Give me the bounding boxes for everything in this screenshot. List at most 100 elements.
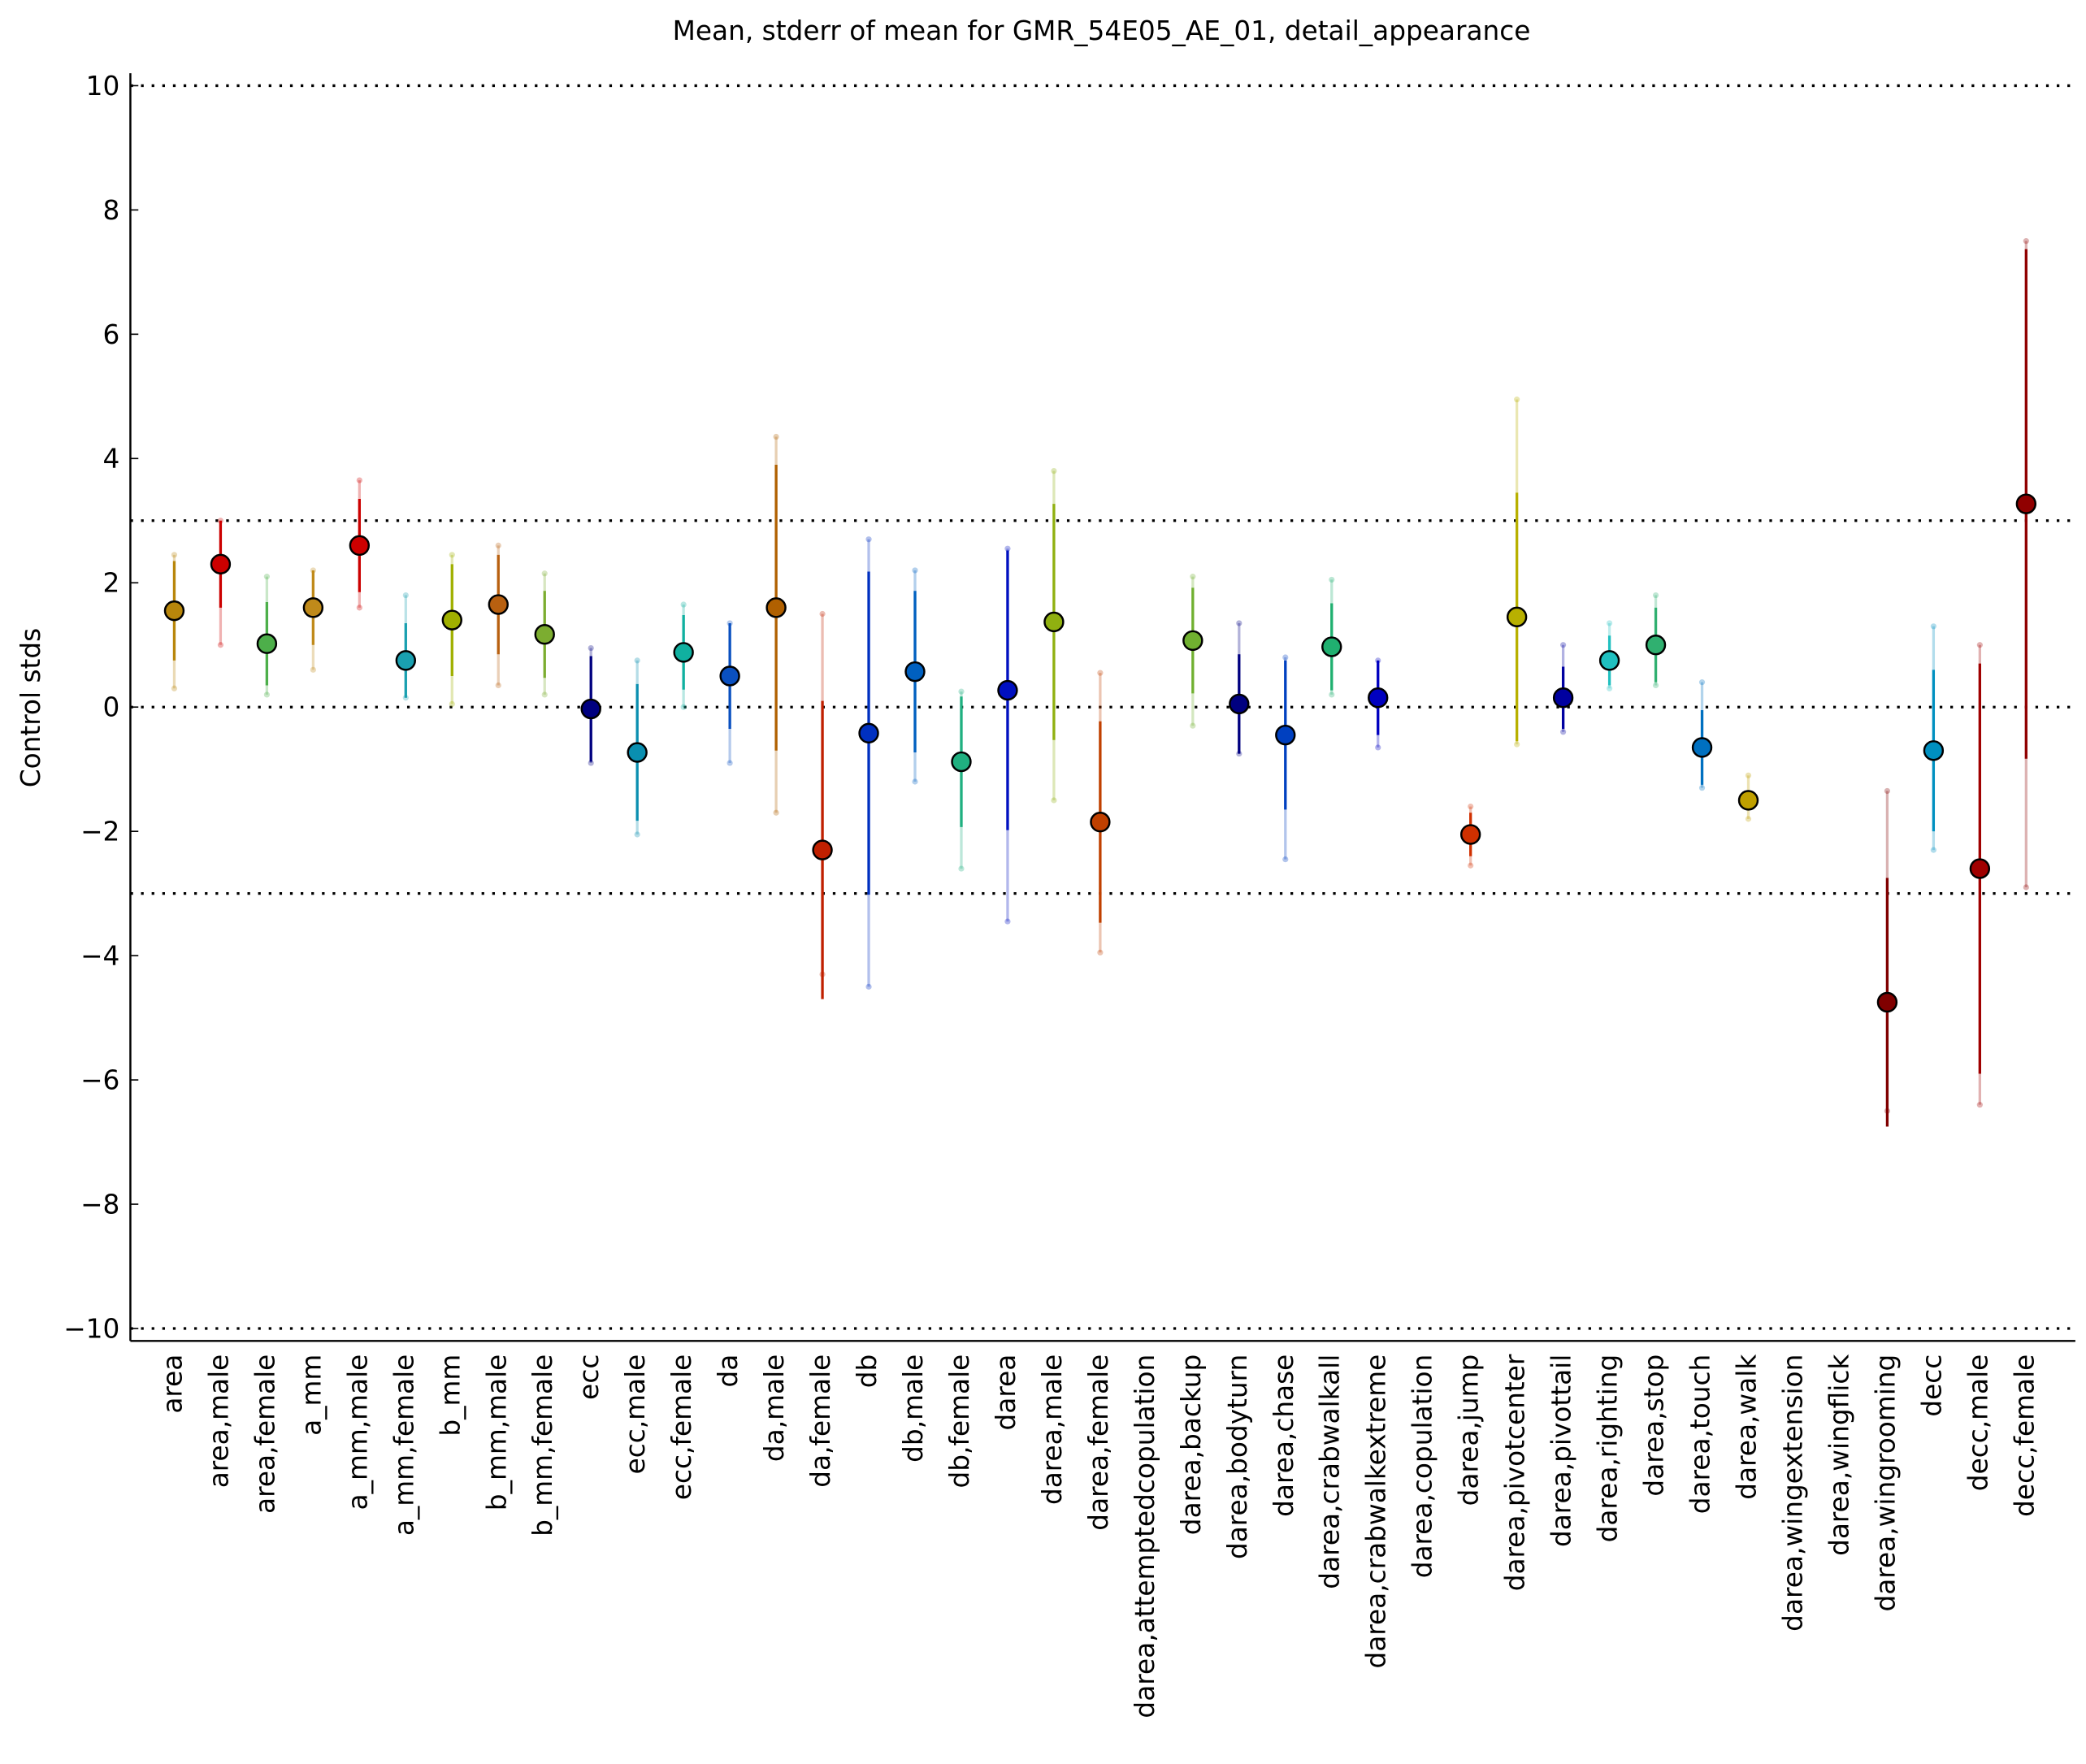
range-end: [1884, 787, 1891, 795]
mean-marker: [395, 650, 417, 671]
range-end: [495, 682, 501, 689]
mean-marker: [812, 839, 833, 860]
range-end: [1097, 949, 1104, 956]
range-end: [1606, 685, 1613, 691]
mean-marker: [1645, 635, 1667, 656]
mean-marker: [1923, 740, 1945, 761]
range-end: [1976, 642, 1983, 648]
range-end: [541, 570, 548, 577]
range-end: [1652, 682, 1659, 689]
mean-marker: [858, 722, 879, 744]
range-end: [865, 536, 872, 543]
range-end: [773, 433, 779, 440]
mean-marker: [534, 624, 555, 645]
mean-marker: [997, 679, 1018, 701]
mean-marker: [1090, 812, 1111, 833]
range-end: [1190, 574, 1196, 580]
range-end: [773, 809, 779, 816]
x-tick-label: darea,wingrooming: [1870, 1354, 1901, 1612]
mean-marker: [673, 642, 694, 663]
x-tick-label: darea,touch: [1685, 1354, 1716, 1515]
range-end: [958, 688, 965, 695]
range-end: [1698, 785, 1706, 791]
x-tick-label: db,female: [944, 1354, 975, 1489]
range-end: [1190, 722, 1196, 729]
x-tick-label: ecc: [574, 1354, 605, 1400]
mean-marker: [627, 742, 648, 763]
range-end: [1329, 691, 1335, 698]
range-end: [1930, 623, 1936, 630]
range-end: [1606, 620, 1613, 626]
range-end: [912, 567, 918, 574]
x-tick-label: ecc,female: [666, 1354, 697, 1500]
y-tick-label: 0: [103, 692, 120, 723]
range-end: [1329, 576, 1335, 583]
y-tick-label: −6: [80, 1065, 119, 1096]
mean-marker: [1552, 687, 1574, 709]
range-end: [356, 477, 362, 483]
range-end: [1745, 816, 1752, 822]
range-end: [1652, 592, 1659, 599]
mean-marker: [1876, 991, 1898, 1013]
x-tick-label: area: [157, 1354, 188, 1414]
x-tick-label: darea,copulation: [1407, 1354, 1438, 1579]
range-end: [1514, 741, 1520, 748]
mean-marker: [1459, 824, 1481, 845]
range-end: [1236, 620, 1242, 626]
range-end: [171, 685, 178, 691]
mean-marker: [580, 698, 601, 720]
range-end: [726, 620, 733, 626]
mean-marker: [904, 661, 926, 683]
range-end: [217, 642, 224, 648]
mean-marker: [951, 751, 972, 773]
range-end: [310, 567, 316, 574]
range-end: [588, 760, 594, 766]
mean-marker: [163, 600, 185, 622]
x-tick-label: darea,backup: [1176, 1354, 1207, 1536]
mean-marker: [719, 665, 740, 687]
range-end: [1375, 657, 1381, 664]
x-tick-label: db,male: [898, 1354, 929, 1463]
range-end: [495, 542, 501, 548]
x-tick-label: darea,stop: [1639, 1354, 1670, 1497]
range-end: [958, 865, 965, 872]
mean-marker: [1043, 611, 1065, 633]
range-end: [1468, 803, 1474, 810]
range-end: [1097, 670, 1104, 676]
range-end: [1282, 856, 1289, 863]
x-tick-label: darea,male: [1037, 1354, 1068, 1505]
x-tick-label: da,female: [805, 1354, 836, 1488]
x-tick-label: a_mm: [296, 1354, 327, 1436]
mean-marker: [256, 633, 278, 654]
range-end: [1560, 729, 1567, 735]
x-tick-label: darea,crabwalkextreme: [1361, 1354, 1392, 1669]
x-tick-label: darea: [991, 1354, 1021, 1431]
x-tick-label: da: [713, 1354, 744, 1388]
mean-marker: [1368, 687, 1389, 709]
x-tick-label: darea,wingextension: [1777, 1354, 1808, 1632]
range-end: [356, 605, 362, 611]
range-end: [1930, 847, 1936, 853]
range-end: [541, 691, 548, 698]
mean-marker: [1969, 858, 1991, 879]
x-tick-label: darea,walk: [1731, 1354, 1762, 1500]
y-tick-label: 4: [103, 444, 120, 475]
range-end: [263, 691, 271, 698]
x-tick-label: b_mm,male: [481, 1354, 512, 1511]
chart-title: Mean, stderr of mean for GMR_54E05_AE_01…: [673, 15, 1531, 46]
range-end: [588, 644, 594, 652]
y-tick-label: −4: [80, 941, 119, 972]
y-tick-label: 2: [103, 568, 120, 599]
mean-marker: [1506, 606, 1528, 628]
range-end: [2023, 884, 2029, 891]
range-end: [1282, 654, 1289, 661]
x-tick-label: a_mm,female: [388, 1354, 419, 1536]
mean-marker: [1229, 693, 1250, 715]
range-end: [310, 666, 316, 673]
mean-marker: [1275, 724, 1296, 746]
range-end: [171, 552, 178, 558]
range-end: [1051, 467, 1057, 475]
x-tick-label: darea,crabwalkall: [1315, 1354, 1346, 1589]
range-end: [1051, 797, 1057, 804]
